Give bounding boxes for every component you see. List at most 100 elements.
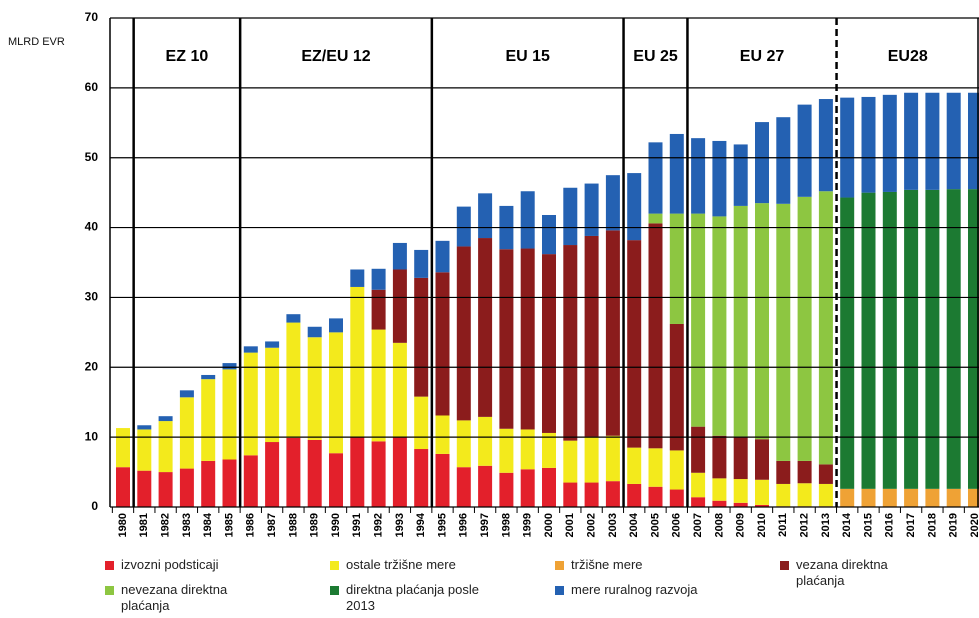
x-tick-label: 2004 bbox=[628, 512, 640, 537]
bar-segment bbox=[392, 269, 407, 343]
legend-swatch bbox=[105, 586, 114, 595]
legend-swatch bbox=[330, 586, 339, 595]
bar-segment bbox=[669, 133, 684, 214]
legend-item: nevezana direktna plaćanja bbox=[105, 582, 275, 614]
bar-segment bbox=[243, 346, 258, 353]
bar-segment bbox=[265, 442, 280, 507]
x-tick-label: 2010 bbox=[756, 513, 768, 537]
legend-item: vezana direktna plaćanja bbox=[780, 557, 910, 589]
bar-segment bbox=[755, 504, 769, 507]
bar-segment bbox=[797, 196, 812, 461]
y-tick-label: 70 bbox=[85, 10, 99, 24]
bar-segment bbox=[478, 416, 493, 466]
bar-segment bbox=[542, 432, 556, 468]
bar-segment bbox=[392, 242, 407, 270]
bar-segment bbox=[478, 465, 493, 507]
bar-segment bbox=[648, 213, 663, 224]
bar-segment bbox=[137, 425, 152, 430]
bar-segment bbox=[350, 269, 365, 287]
x-tick-label: 2013 bbox=[820, 513, 832, 537]
bar-segment bbox=[968, 92, 979, 190]
bar-segment bbox=[648, 223, 663, 449]
bar-segment bbox=[456, 420, 471, 468]
x-tick-label: 2015 bbox=[862, 513, 874, 537]
x-tick-label: 2018 bbox=[926, 513, 938, 537]
bar-segment bbox=[329, 453, 343, 507]
bar-segment bbox=[904, 488, 919, 507]
x-tick-label: 2016 bbox=[884, 513, 896, 537]
legend-label: izvozni podsticaji bbox=[121, 557, 219, 572]
legend-item: ostale tržišne mere bbox=[330, 557, 530, 573]
bar-segment bbox=[179, 468, 194, 507]
bar-segment bbox=[158, 416, 173, 422]
bar-segment bbox=[904, 92, 919, 190]
x-tick-label: 2014 bbox=[841, 512, 853, 537]
bar-segment bbox=[669, 323, 684, 451]
bar-segment bbox=[797, 104, 812, 197]
bar-segment bbox=[755, 203, 769, 440]
bar-segment bbox=[520, 248, 535, 430]
era-label: EU 27 bbox=[740, 48, 785, 65]
bar-segment bbox=[840, 488, 855, 507]
era-label: EZ/EU 12 bbox=[301, 48, 370, 65]
bar-segment bbox=[499, 249, 514, 429]
legend-label: direktna plaćanja posle 2013 bbox=[346, 582, 479, 613]
bar-segment bbox=[605, 481, 620, 507]
x-tick-label: 1990 bbox=[330, 513, 342, 537]
bar-segment bbox=[946, 92, 961, 190]
legend-swatch bbox=[555, 561, 564, 570]
bar-segment bbox=[669, 213, 684, 324]
bar-segment bbox=[627, 483, 642, 507]
bar-segment bbox=[968, 488, 979, 507]
bar-segment bbox=[563, 187, 578, 246]
legend-item: izvozni podsticaji bbox=[105, 557, 305, 573]
bar-segment bbox=[584, 436, 599, 483]
bar-segment bbox=[925, 189, 940, 489]
bar-segment bbox=[371, 289, 386, 330]
bar-segment bbox=[733, 436, 748, 480]
bar-segment bbox=[733, 502, 748, 507]
bar-segment bbox=[542, 214, 556, 255]
y-tick-label: 40 bbox=[85, 220, 99, 234]
x-tick-label: 1984 bbox=[202, 512, 214, 537]
x-tick-label: 2019 bbox=[948, 513, 960, 537]
bar-segment bbox=[648, 448, 663, 487]
bar-segment bbox=[265, 341, 280, 348]
bar-segment bbox=[563, 245, 578, 441]
y-tick-label: 30 bbox=[85, 290, 99, 304]
bar-segment bbox=[584, 482, 599, 507]
x-tick-label: 1996 bbox=[458, 513, 470, 537]
y-tick-label: 0 bbox=[91, 499, 98, 513]
era-label: EU 15 bbox=[505, 48, 550, 65]
bar-segment bbox=[286, 437, 301, 507]
bar-segment bbox=[605, 175, 620, 231]
bar-segment bbox=[648, 486, 663, 507]
bar-segment bbox=[329, 318, 343, 333]
bar-segment bbox=[584, 235, 599, 437]
bar-segment bbox=[116, 467, 130, 507]
bar-segment bbox=[201, 379, 216, 461]
bar-segment bbox=[882, 191, 897, 489]
bar-segment bbox=[414, 449, 429, 507]
bar-segment bbox=[818, 191, 833, 465]
bar-segment bbox=[520, 429, 535, 470]
bar-segment bbox=[691, 138, 706, 214]
legend-swatch bbox=[780, 561, 789, 570]
bar-segment bbox=[542, 254, 556, 433]
bar-segment bbox=[691, 426, 706, 473]
x-tick-label: 2009 bbox=[735, 513, 747, 537]
bar-segment bbox=[137, 470, 152, 507]
bar-segment bbox=[243, 455, 258, 507]
x-tick-label: 2002 bbox=[586, 513, 598, 537]
x-tick-label: 1999 bbox=[522, 513, 534, 537]
x-tick-label: 1989 bbox=[309, 513, 321, 537]
bar-segment bbox=[733, 479, 748, 503]
x-tick-label: 2012 bbox=[799, 513, 811, 537]
bar-segment bbox=[435, 272, 450, 416]
legend-label: mere ruralnog razvoja bbox=[571, 582, 698, 597]
legend-swatch bbox=[105, 561, 114, 570]
bar-segment bbox=[542, 467, 556, 507]
bar-segment bbox=[776, 117, 791, 204]
bar-segment bbox=[137, 429, 152, 471]
